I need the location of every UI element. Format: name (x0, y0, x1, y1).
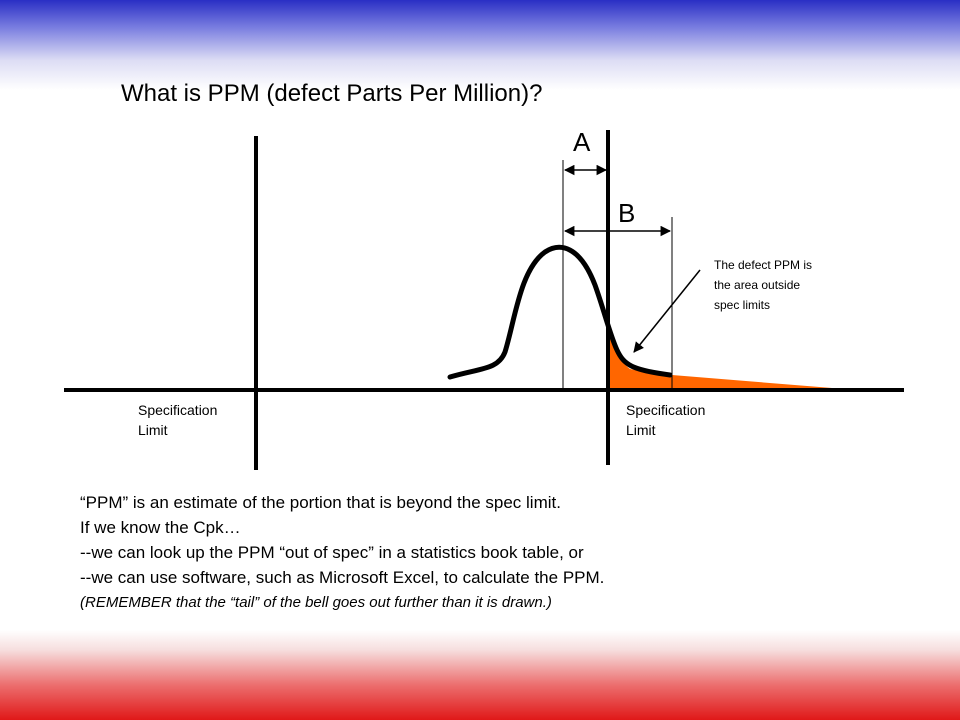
callout-arrow (633, 269, 701, 353)
note-line: the area outside (714, 278, 801, 292)
explanation-line: --we can look up the PPM “out of spec” i… (80, 543, 584, 562)
bell-curve (447, 244, 673, 380)
explanation-text: “PPM” is an estimate of the portion that… (80, 490, 604, 615)
dimension-label-a: A (573, 127, 591, 157)
right-spec-limit-label: Specification Limit (626, 400, 705, 440)
slide-title: What is PPM (defect Parts Per Million)? (121, 80, 543, 107)
defect-tail-area (608, 326, 832, 388)
spec-label-line: Specification (626, 402, 706, 418)
spec-label-line: Specification (138, 402, 218, 418)
left-spec-limit-label: Specification Limit (138, 400, 217, 440)
explanation-line: “PPM” is an estimate of the portion that… (80, 493, 561, 512)
reminder-line: (REMEMBER that the “tail” of the bell go… (80, 594, 552, 611)
explanation-line: If we know the Cpk… (80, 518, 241, 537)
note-line: spec limits (714, 298, 771, 312)
spec-label-line: Limit (138, 422, 168, 438)
dimension-label-b: B (618, 198, 636, 228)
note-line: The defect PPM is (714, 258, 813, 272)
defect-ppm-note: The defect PPM is the area outside spec … (714, 255, 854, 315)
spec-label-line: Limit (626, 422, 656, 438)
explanation-line: --we can use software, such as Microsoft… (80, 568, 605, 587)
